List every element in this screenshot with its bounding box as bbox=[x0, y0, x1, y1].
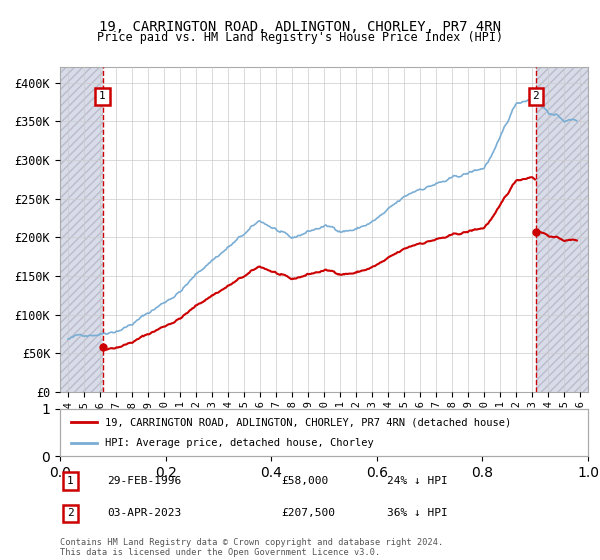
Text: 2: 2 bbox=[67, 508, 74, 519]
Text: 19, CARRINGTON ROAD, ADLINGTON, CHORLEY, PR7 4RN: 19, CARRINGTON ROAD, ADLINGTON, CHORLEY,… bbox=[99, 20, 501, 34]
Text: 29-FEB-1996: 29-FEB-1996 bbox=[107, 476, 182, 486]
Text: 03-APR-2023: 03-APR-2023 bbox=[107, 508, 182, 519]
Text: 36% ↓ HPI: 36% ↓ HPI bbox=[388, 508, 448, 519]
Text: Price paid vs. HM Land Registry's House Price Index (HPI): Price paid vs. HM Land Registry's House … bbox=[97, 31, 503, 44]
Bar bbox=[60, 67, 103, 392]
Text: 24% ↓ HPI: 24% ↓ HPI bbox=[388, 476, 448, 486]
Text: HPI: Average price, detached house, Chorley: HPI: Average price, detached house, Chor… bbox=[105, 438, 374, 448]
Text: £207,500: £207,500 bbox=[282, 508, 336, 519]
Text: 2: 2 bbox=[533, 91, 539, 101]
Text: £58,000: £58,000 bbox=[282, 476, 329, 486]
Bar bbox=[60, 67, 103, 392]
Text: Contains HM Land Registry data © Crown copyright and database right 2024.
This d: Contains HM Land Registry data © Crown c… bbox=[60, 538, 443, 557]
Bar bbox=[536, 67, 588, 392]
Text: 1: 1 bbox=[99, 91, 106, 101]
Bar bbox=[536, 67, 588, 392]
Text: 1: 1 bbox=[67, 476, 74, 486]
Text: 19, CARRINGTON ROAD, ADLINGTON, CHORLEY, PR7 4RN (detached house): 19, CARRINGTON ROAD, ADLINGTON, CHORLEY,… bbox=[105, 417, 511, 427]
